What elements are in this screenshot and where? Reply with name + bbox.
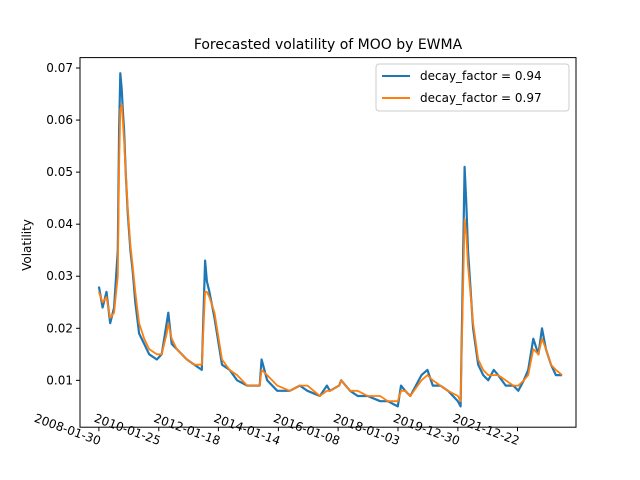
legend-box	[375, 63, 570, 112]
legend-label-series-1: decay_factor = 0.94	[420, 69, 542, 83]
x-tick-label: 2012-01-18	[152, 411, 222, 448]
legend-label-series-2: decay_factor = 0.97	[420, 91, 542, 105]
x-tick-label: 2008-01-30	[32, 411, 102, 448]
x-tick-label: 2010-01-25	[92, 411, 162, 448]
series-line-2	[98, 103, 563, 403]
legend: decay_factor = 0.94 decay_factor = 0.97	[375, 63, 570, 112]
x-tick-label: 2016-01-08	[272, 411, 342, 448]
y-tick-label: 0.06	[46, 113, 73, 127]
plot-frame	[79, 57, 577, 428]
y-tick-label: 0.02	[46, 321, 73, 335]
x-tick-label: 2014-01-14	[212, 411, 282, 448]
y-tick-label: 0.04	[46, 217, 73, 231]
series-line-1	[97, 72, 563, 408]
y-tick-label: 0.05	[46, 165, 73, 179]
y-tick-label: 0.03	[46, 269, 73, 283]
x-tick-label: 2019-12-30	[391, 411, 461, 448]
x-tick-label: 2018-01-03	[331, 411, 401, 448]
y-tick-label: 0.07	[46, 61, 73, 75]
x-tick-label: 2021-12-22	[451, 411, 521, 448]
y-tick-label: 0.01	[46, 373, 73, 387]
plot-lines	[97, 72, 563, 408]
chart-title: Forecasted volatility of MOO by EWMA	[194, 37, 463, 53]
y-axis-label: Volatility	[20, 219, 34, 271]
